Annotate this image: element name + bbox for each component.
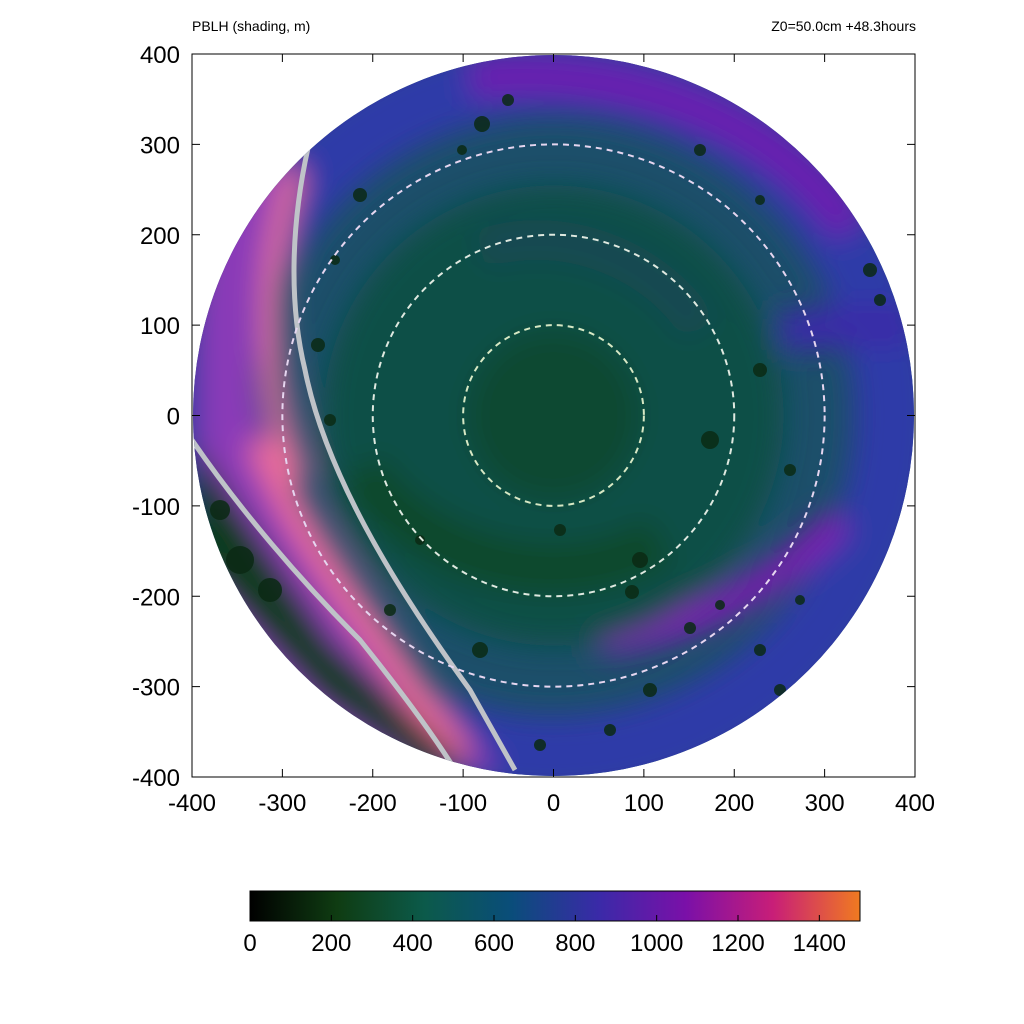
y-tick-label: 200 [140, 223, 180, 250]
colorbar-tick-label: 1400 [793, 930, 846, 957]
ring-300 [281, 143, 826, 688]
x-tick-label: -200 [349, 790, 397, 817]
colorbar-tick-label: 1000 [630, 930, 683, 957]
colorbar-tick-label: 800 [555, 930, 595, 957]
colorbar-tick-label: 600 [474, 930, 514, 957]
x-tick-label: 200 [714, 790, 754, 817]
chart-subtitle-right: Z0=50.0cm +48.3hours [771, 18, 916, 34]
x-tick-label: -300 [258, 790, 306, 817]
y-tick-label: -400 [132, 765, 180, 792]
y-tick-label: -300 [132, 675, 180, 702]
x-tick-label: -100 [439, 790, 487, 817]
y-tick-label: 400 [140, 42, 180, 69]
y-tick-label: 0 [167, 404, 180, 431]
y-tick-label: -200 [132, 584, 180, 611]
colorbar-tick-label: 1200 [711, 930, 764, 957]
x-tick-label: 0 [547, 790, 560, 817]
radius-rings [281, 143, 826, 688]
y-tick-label: 100 [140, 313, 180, 340]
x-tick-label: -400 [168, 790, 216, 817]
x-tick-label: 400 [895, 790, 935, 817]
colorbar-axis: 0 200 400 600 800 1000 1200 1400 [243, 915, 846, 957]
chart-subtitle-left: PBLH (shading, m) [192, 18, 311, 34]
colorbar [249, 890, 861, 922]
x-axis: -400 -300 -200 -100 0 100 200 300 400 [168, 54, 935, 817]
colorbar-tick-label: 400 [393, 930, 433, 957]
y-tick-label: -100 [132, 494, 180, 521]
ring-100 [462, 324, 645, 507]
pblh-shading-disc [193, 55, 914, 776]
x-tick-label: 100 [624, 790, 664, 817]
y-tick-label: 300 [140, 132, 180, 159]
colorbar-tick-label: 0 [243, 930, 256, 957]
y-axis: 400 300 200 100 0 -100 -200 -300 -400 [132, 42, 915, 792]
ring-200 [371, 233, 736, 598]
colorbar-tick-label: 200 [311, 930, 351, 957]
x-tick-label: 300 [805, 790, 845, 817]
